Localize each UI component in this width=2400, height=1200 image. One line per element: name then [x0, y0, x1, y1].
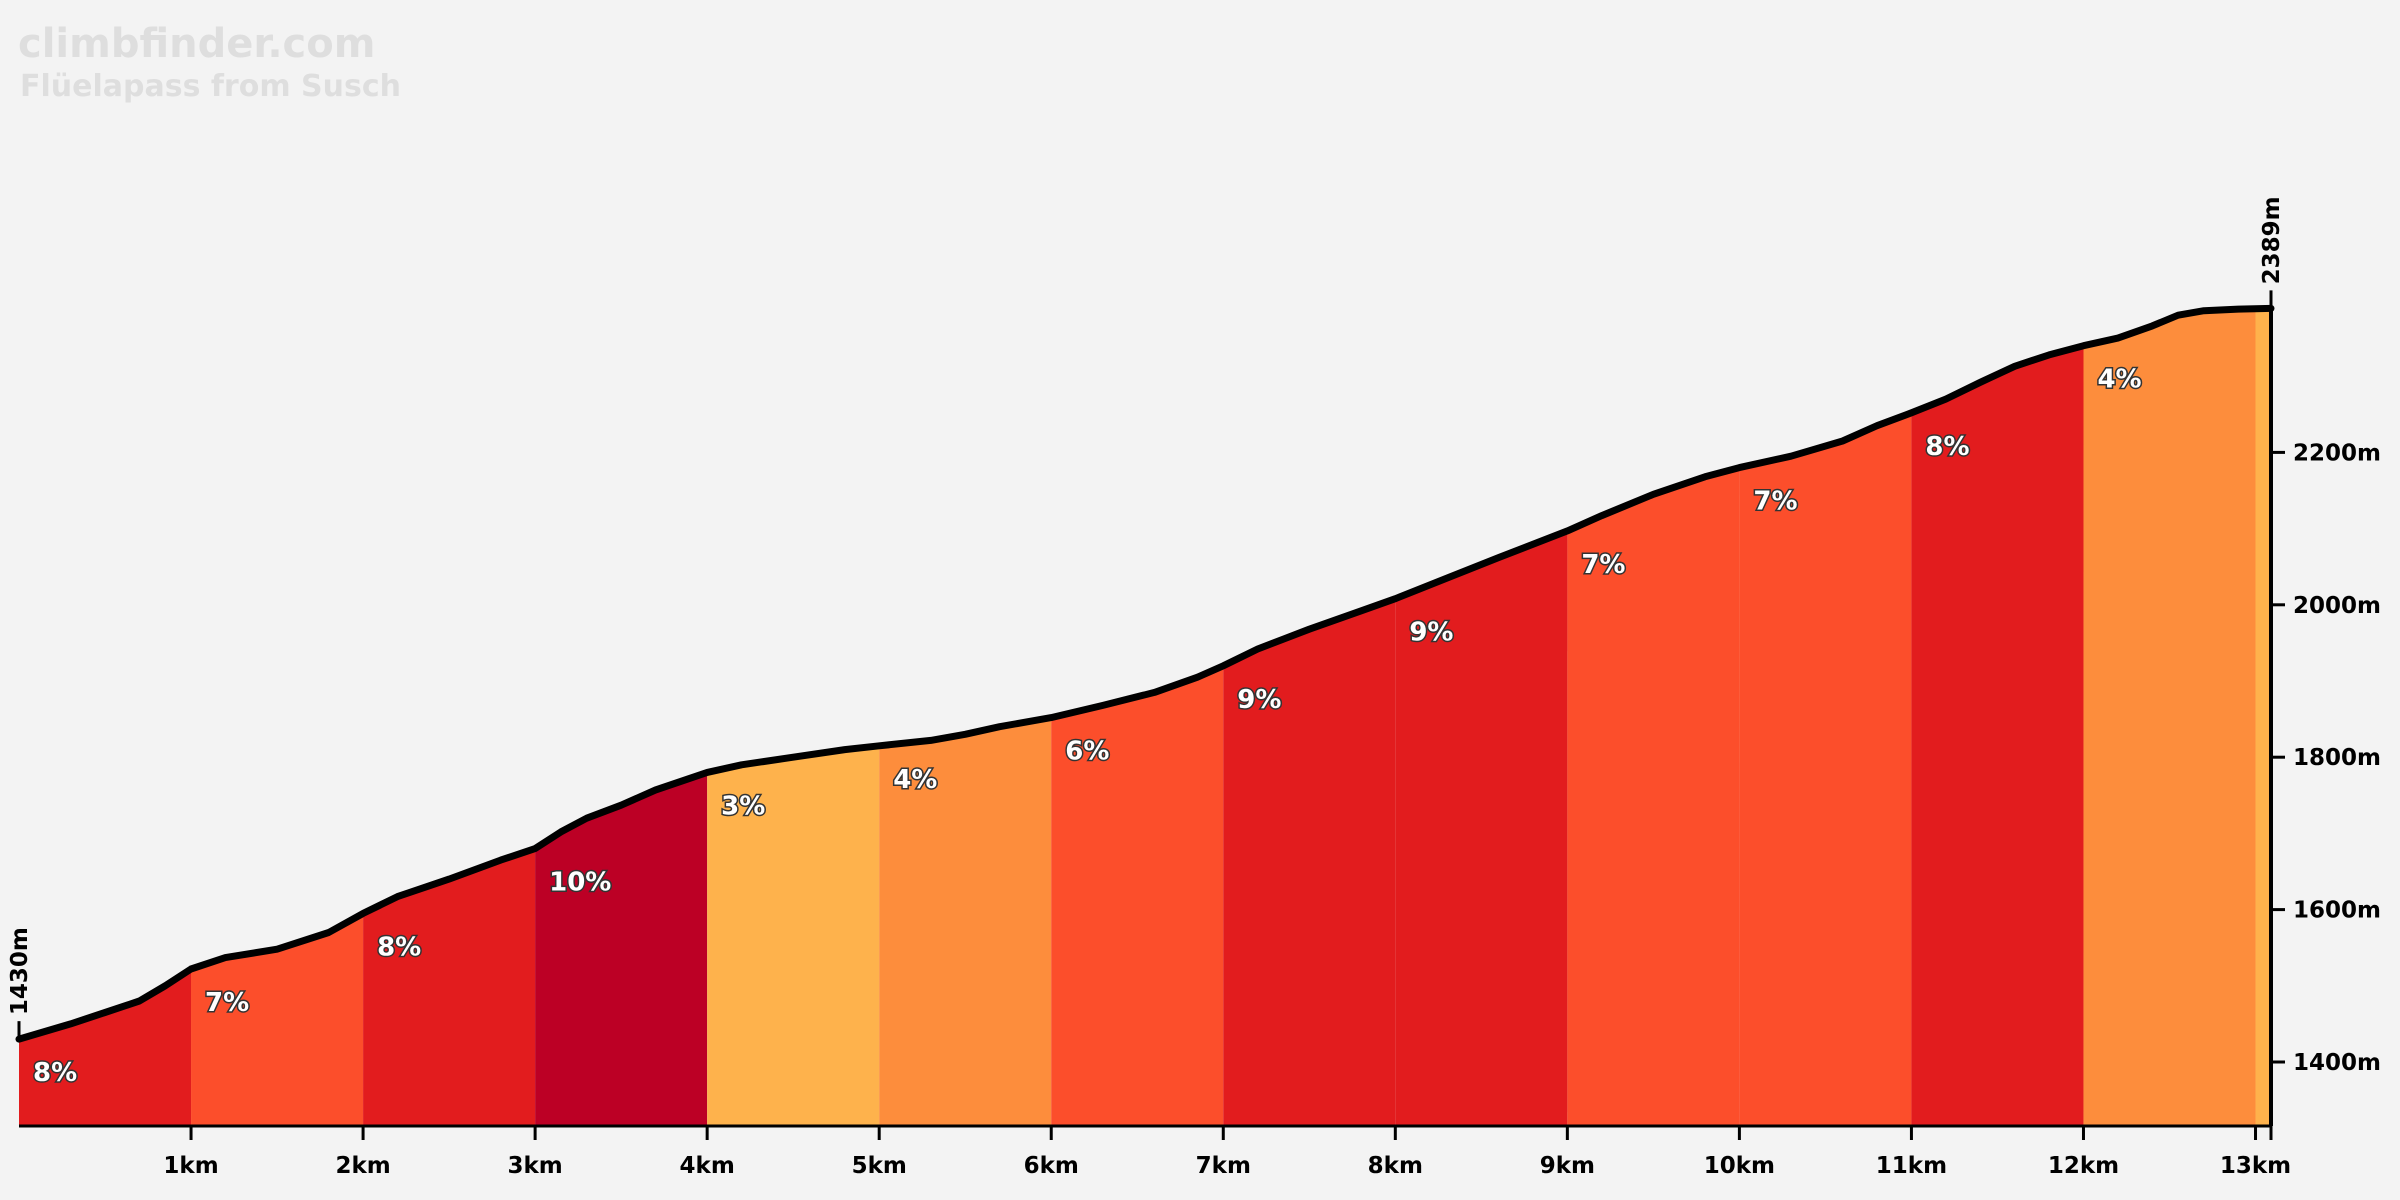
segment-4 [535, 772, 708, 1126]
x-tick-label: 12km [2048, 1153, 2119, 1179]
segment-6 [879, 717, 1052, 1126]
site-logo: climbfinder.com [18, 21, 375, 67]
segment-2 [191, 913, 364, 1126]
x-tick-label: 6km [1024, 1153, 1079, 1179]
x-tick-label: 10km [1704, 1153, 1775, 1179]
y-tick-label: 1800m [2293, 745, 2381, 771]
segment-8 [1223, 598, 1396, 1126]
x-tick-label: 11km [1876, 1153, 1947, 1179]
x-tick-label: 13km [2220, 1153, 2291, 1179]
x-tick-label: 3km [507, 1153, 562, 1179]
gradient-label-11: 7% [1753, 487, 1797, 517]
gradient-label-7: 6% [1065, 737, 1109, 767]
y-tick-label: 1400m [2293, 1050, 2381, 1076]
x-tick-label: 1km [163, 1153, 218, 1179]
y-tick-label: 1600m [2293, 898, 2381, 924]
start-elevation-label: 1430m [7, 927, 33, 1015]
gradient-label-2: 7% [205, 988, 249, 1018]
x-tick-label: 9km [1540, 1153, 1595, 1179]
gradient-label-3: 8% [377, 932, 421, 962]
segment-12 [1911, 345, 2084, 1126]
y-tick-label: 2000m [2293, 593, 2381, 619]
gradient-label-4: 10% [549, 868, 611, 898]
y-tick-label: 2200m [2293, 440, 2381, 466]
gradient-label-8: 9% [1237, 685, 1281, 715]
gradient-label-13: 4% [2097, 365, 2141, 395]
segment-11 [1739, 412, 1912, 1126]
x-tick-label: 8km [1368, 1153, 1423, 1179]
segment-1 [19, 969, 192, 1126]
segment-9 [1395, 530, 1568, 1126]
gradient-label-10: 7% [1581, 550, 1625, 580]
segment-3 [363, 848, 536, 1126]
end-elevation-label: 2389m [2259, 196, 2285, 284]
segment-13 [2083, 308, 2256, 1126]
gradient-label-9: 9% [1409, 618, 1453, 648]
x-tick-label: 2km [335, 1153, 390, 1179]
gradient-label-1: 8% [33, 1058, 77, 1088]
gradient-labels: 8% 7% 8% 10% 3% 4% 6% 9% 9% 7% 7% 8% 4% [32, 363, 2144, 1089]
elevation-profile-line [15, 304, 2275, 1043]
axes: 1km 2km 3km 4km 5km 6km 7km 8km 9km 10km 11km 12km 1… [7, 196, 2381, 1179]
x-tick-label: 4km [680, 1153, 735, 1179]
x-tick-label: 5km [852, 1153, 907, 1179]
x-tick-label: 7km [1196, 1153, 1251, 1179]
segment-10 [1567, 467, 1740, 1127]
gradient-label-12: 8% [1925, 432, 1969, 462]
segment-14 [2255, 308, 2271, 1126]
segment-5 [707, 745, 880, 1126]
gradient-segments [19, 308, 2271, 1127]
gradient-label-5: 3% [721, 791, 765, 821]
gradient-label-6: 4% [893, 765, 937, 795]
climb-title: Flüelapass from Susch [20, 69, 401, 104]
segment-7 [1051, 665, 1224, 1126]
